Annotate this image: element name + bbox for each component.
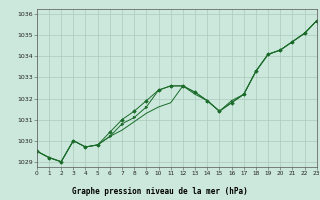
Text: Graphe pression niveau de la mer (hPa): Graphe pression niveau de la mer (hPa): [72, 188, 248, 196]
